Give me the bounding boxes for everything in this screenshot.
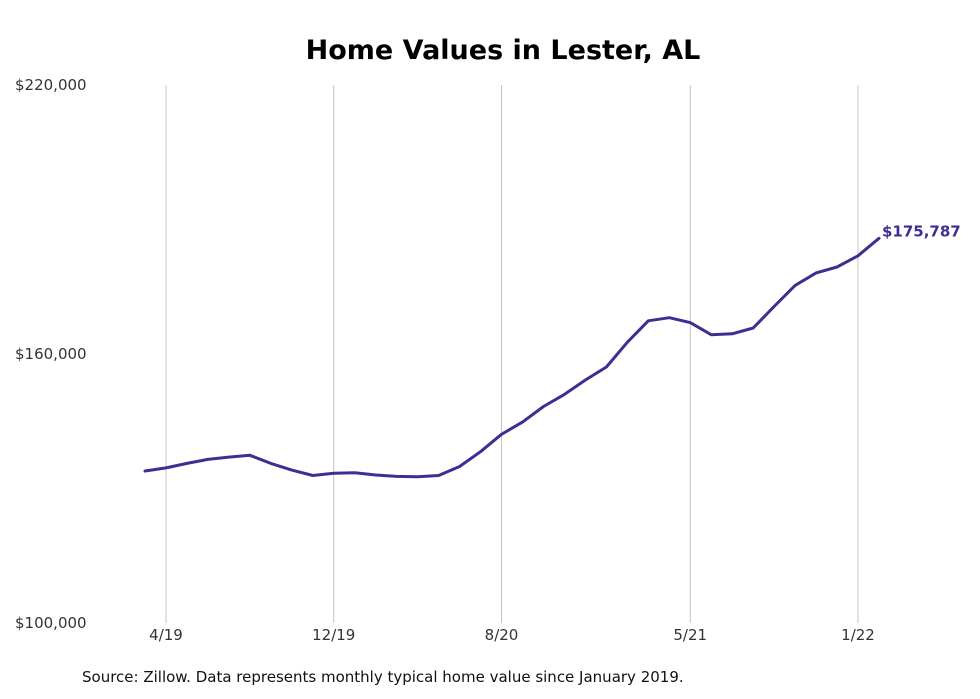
x-tick-label: 12/19 [312,626,355,644]
series-line [143,236,881,479]
x-tick-label: 5/21 [673,626,707,644]
series-group [143,236,881,479]
source-note: Source: Zillow. Data represents monthly … [82,668,684,686]
data-points [143,236,881,479]
x-tick-label: 4/19 [149,626,183,644]
x-tick-label: 1/22 [841,626,875,644]
chart-title: Home Values in Lester, AL [306,35,701,66]
line-chart: Home Values in Lester, AL $100,000 $160,0… [15,35,961,644]
end-value-label: $175,787 [882,222,961,240]
y-tick-label: $100,000 [15,614,87,632]
y-tick-label: $220,000 [15,76,87,94]
grid-lines [165,85,859,623]
x-axis-ticks: 4/19 12/19 8/20 5/21 1/22 [149,626,875,644]
y-tick-label: $160,000 [15,345,87,363]
y-axis-ticks: $100,000 $160,000 $220,000 [15,76,87,632]
x-tick-label: 8/20 [485,626,519,644]
